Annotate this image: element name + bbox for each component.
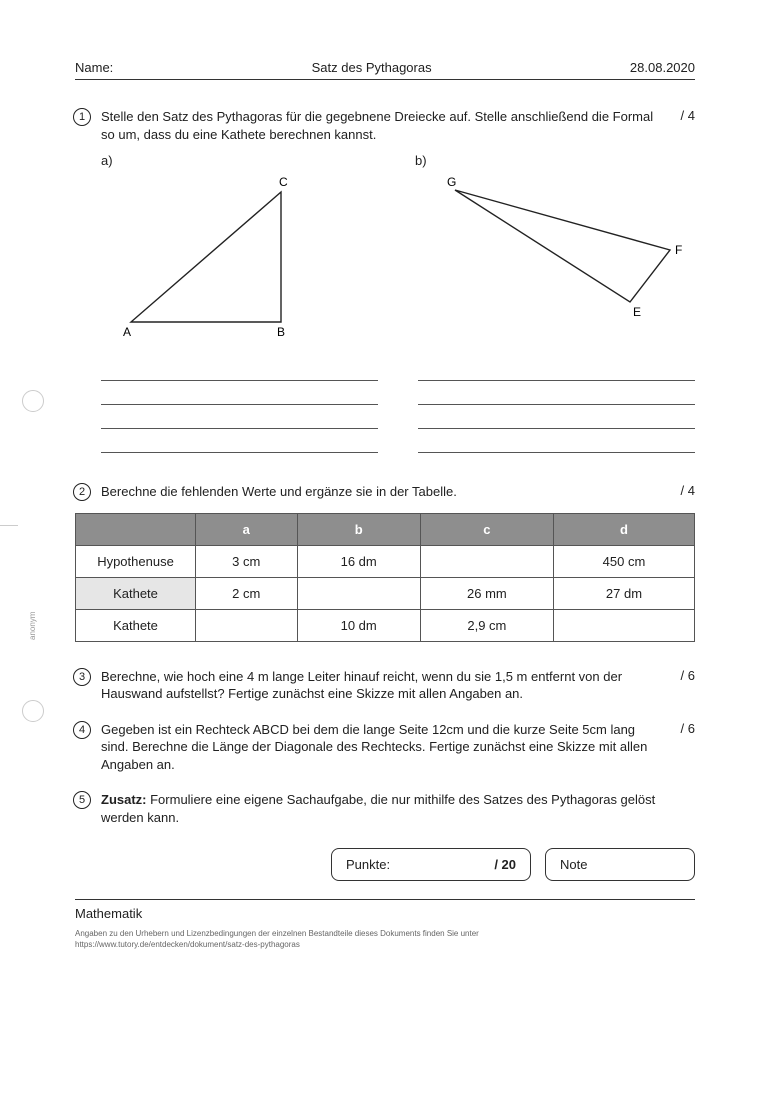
summary-row: Punkte: / 20 Note (75, 848, 695, 881)
points-box: Punkte: / 20 (331, 848, 531, 881)
vertex-b: B (277, 325, 285, 339)
task-text: Stelle den Satz des Pythagoras für die g… (101, 108, 659, 143)
worksheet-page: Name: Satz des Pythagoras 28.08.2020 1 S… (75, 60, 695, 950)
vertex-e: E (633, 305, 641, 319)
task-4: 4 Gegeben ist ein Rechteck ABCD bei dem … (75, 721, 695, 774)
answer-line (101, 357, 378, 381)
triangle-a-svg: A B C (101, 172, 351, 342)
task-text: Zusatz: Formuliere eine eigene Sachaufga… (101, 791, 659, 826)
task-2: 2 Berechne die fehlenden Werte und ergän… (75, 483, 695, 642)
table-row: Kathete 10 dm 2,9 cm (76, 609, 695, 641)
figure-label-b: b) (415, 153, 695, 168)
task-3: 3 Berechne, wie hoch eine 4 m lange Leit… (75, 668, 695, 703)
table-cell (553, 609, 694, 641)
task-number: 2 (73, 483, 91, 501)
name-label: Name: (75, 60, 113, 75)
task-5: 5 Zusatz: Formuliere eine eigene Sachauf… (75, 791, 695, 826)
vertex-g: G (447, 175, 456, 189)
task-text: Berechne die fehlenden Werte und ergänze… (101, 483, 659, 501)
table-header: c (420, 513, 553, 545)
table-cell: 16 dm (297, 545, 420, 577)
table-cell: 450 cm (553, 545, 694, 577)
table-cell: 3 cm (196, 545, 298, 577)
table-header: b (297, 513, 420, 545)
page-title: Satz des Pythagoras (312, 60, 432, 75)
answer-line (418, 405, 695, 429)
table-row: Hypothenuse 3 cm 16 dm 450 cm (76, 545, 695, 577)
table-row: Kathete 2 cm 26 mm 27 dm (76, 577, 695, 609)
table-header: a (196, 513, 298, 545)
triangle-b-svg: G E F (415, 172, 695, 322)
row-label: Hypothenuse (76, 545, 196, 577)
row-label: Kathete (76, 609, 196, 641)
table-cell: 2 cm (196, 577, 298, 609)
credits: Angaben zu den Urhebern und Lizenzbeding… (75, 929, 695, 950)
table-header (76, 513, 196, 545)
punch-hole (22, 700, 44, 722)
header-row: Name: Satz des Pythagoras 28.08.2020 (75, 60, 695, 80)
row-label: Kathete (76, 577, 196, 609)
figure-b: b) G E F (415, 153, 695, 347)
task-number: 1 (73, 108, 91, 126)
credits-line: Angaben zu den Urhebern und Lizenzbeding… (75, 929, 695, 939)
vertex-a: A (123, 325, 131, 339)
grade-box: Note (545, 848, 695, 881)
table-cell: 10 dm (297, 609, 420, 641)
answer-lines (101, 357, 695, 453)
task-1: 1 Stelle den Satz des Pythagoras für die… (75, 108, 695, 453)
side-tick (0, 525, 18, 526)
vertex-c: C (279, 175, 288, 189)
punch-hole (22, 390, 44, 412)
table-cell: 27 dm (553, 577, 694, 609)
answer-line (101, 381, 378, 405)
page-date: 28.08.2020 (630, 60, 695, 75)
task-text: Berechne, wie hoch eine 4 m lange Leiter… (101, 668, 659, 703)
task-points: / 4 (681, 483, 695, 498)
values-table: a b c d Hypothenuse 3 cm 16 dm 450 cm Ka… (75, 513, 695, 642)
table-header: d (553, 513, 694, 545)
subject-label: Mathematik (75, 906, 695, 921)
task-number: 4 (73, 721, 91, 739)
table-cell: 26 mm (420, 577, 553, 609)
answer-line (101, 429, 378, 453)
task-number: 3 (73, 668, 91, 686)
answer-line (101, 405, 378, 429)
answer-line (418, 429, 695, 453)
task-prefix: Zusatz: (101, 792, 147, 807)
figure-label-a: a) (101, 153, 375, 168)
table-cell: 2,9 cm (420, 609, 553, 641)
table-cell (196, 609, 298, 641)
answer-line (418, 381, 695, 405)
points-total: / 20 (494, 857, 516, 872)
task-points: / 6 (681, 721, 695, 736)
task-points: / 6 (681, 668, 695, 683)
points-label: Punkte: (346, 857, 390, 872)
task-text: Gegeben ist ein Rechteck ABCD bei dem di… (101, 721, 659, 774)
figure-a: a) A B C (101, 153, 375, 347)
task-points: / 4 (681, 108, 695, 123)
vertex-f: F (675, 243, 682, 257)
table-cell (420, 545, 553, 577)
task-body: Formuliere eine eigene Sachaufgabe, die … (101, 792, 655, 825)
grade-label: Note (560, 857, 587, 872)
table-cell (297, 577, 420, 609)
answer-line (418, 357, 695, 381)
footer-divider (75, 899, 695, 900)
side-anonym-label: anonym (28, 612, 37, 640)
credits-line: https://www.tutory.de/entdecken/dokument… (75, 940, 695, 950)
task-number: 5 (73, 791, 91, 809)
